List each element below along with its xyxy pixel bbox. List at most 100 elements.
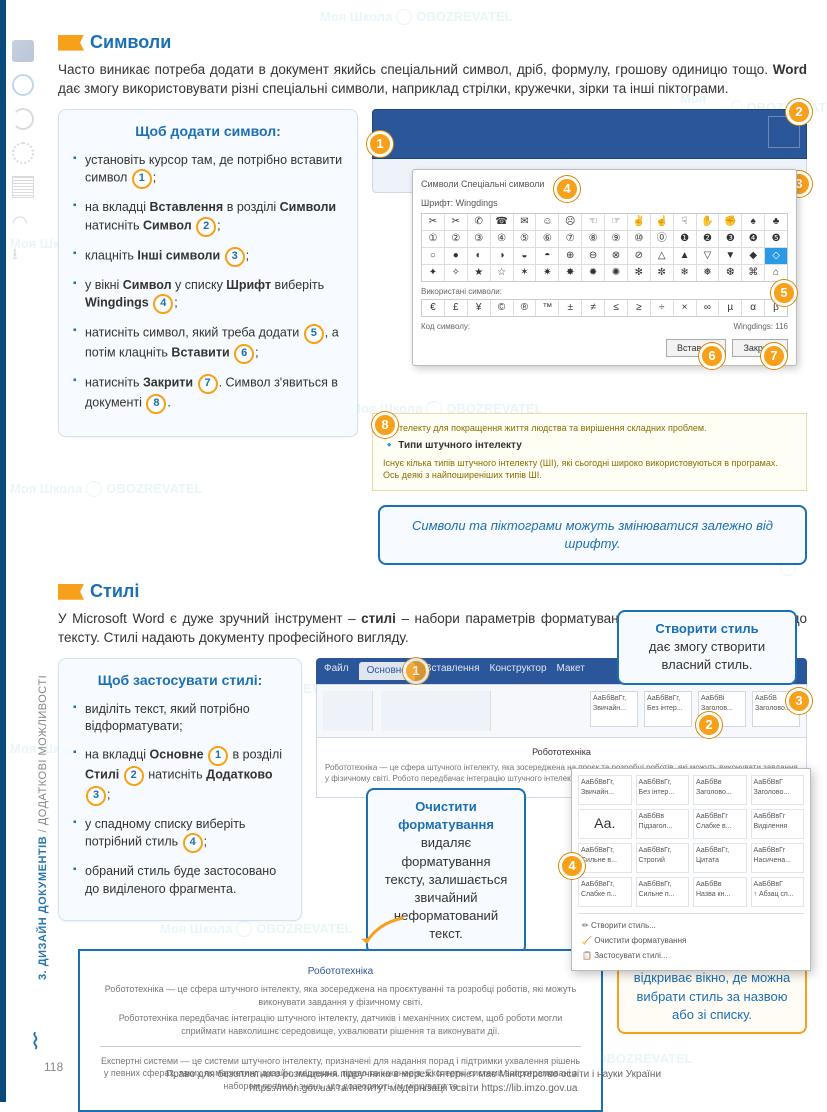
symbol-cell[interactable]: ▽ <box>697 248 719 264</box>
style-panel-thumb[interactable]: АаБбВвГгВиділення <box>751 809 805 839</box>
symbol-cell[interactable]: ❶ <box>674 231 696 247</box>
style-panel-thumb[interactable]: АаБбВвГгНасичена... <box>751 843 805 873</box>
symbol-cell[interactable]: ☺ <box>536 214 558 230</box>
style-panel-thumb[interactable]: АаБбВвГгСлабке в... <box>693 809 747 839</box>
style-panel-thumb[interactable]: АаБбВвНазва кн... <box>693 877 747 907</box>
symbol-cell[interactable]: ☆ <box>491 265 513 281</box>
style-panel-thumb[interactable]: АаБбВвГг,Без інтер... <box>636 775 690 805</box>
symbol-cell[interactable]: ⑩ <box>628 231 650 247</box>
symbol-cell[interactable]: ◒ <box>514 248 536 264</box>
symbol-cell[interactable]: ★ <box>468 265 490 281</box>
recent-symbol-cell[interactable]: ¥ <box>468 300 490 316</box>
symbol-cell[interactable]: ⊗ <box>605 248 627 264</box>
symbol-cell[interactable]: ❸ <box>719 231 741 247</box>
symbol-cell[interactable]: ✻ <box>628 265 650 281</box>
recent-symbol-cell[interactable]: ÷ <box>651 300 673 316</box>
symbol-cell[interactable]: ❹ <box>742 231 764 247</box>
symbol-cell[interactable]: ☎ <box>491 214 513 230</box>
symbol-cell[interactable]: ✂ <box>445 214 467 230</box>
symbol-cell[interactable]: ✼ <box>651 265 673 281</box>
symbol-cell[interactable]: ▲ <box>674 248 696 264</box>
symbol-cell[interactable]: ⓪ <box>651 231 673 247</box>
symbol-cell[interactable]: ◓ <box>536 248 558 264</box>
style-thumb[interactable]: АаБбВвГг, Без інтер... <box>644 691 692 727</box>
symbol-cell[interactable]: ☟ <box>674 214 696 230</box>
symbol-cell[interactable]: ⊖ <box>582 248 604 264</box>
symbol-cell[interactable]: ❆ <box>719 265 741 281</box>
clear-format-item[interactable]: 🧹 Очистити форматування <box>578 933 804 948</box>
symbol-cell[interactable]: ✶ <box>514 265 536 281</box>
style-panel-thumb[interactable]: АаБбВвГг,Слабке п... <box>578 877 632 907</box>
symbol-cell[interactable]: ⌘ <box>742 265 764 281</box>
recent-symbol-cell[interactable]: ™ <box>536 300 558 316</box>
symbol-cell[interactable]: ✆ <box>468 214 490 230</box>
recent-symbol-cell[interactable]: ≠ <box>582 300 604 316</box>
symbol-cell[interactable]: ☝ <box>651 214 673 230</box>
symbol-cell[interactable]: ▼ <box>719 248 741 264</box>
symbol-cell[interactable]: ✦ <box>422 265 444 281</box>
symbol-cell[interactable]: ✂ <box>422 214 444 230</box>
recent-symbol-cell[interactable]: £ <box>445 300 467 316</box>
symbol-cell[interactable]: △ <box>651 248 673 264</box>
symbol-cell[interactable]: ❷ <box>697 231 719 247</box>
recent-symbol-cell[interactable]: µ <box>719 300 741 316</box>
symbol-cell[interactable]: ✹ <box>582 265 604 281</box>
recent-symbol-cell[interactable]: © <box>491 300 513 316</box>
symbol-cell[interactable]: ✊ <box>719 214 741 230</box>
style-panel-thumb[interactable]: АаБбВвГг,Строгий <box>636 843 690 873</box>
symbol-cell[interactable]: ✧ <box>445 265 467 281</box>
symbol-cell[interactable]: ⊕ <box>559 248 581 264</box>
recent-symbol-cell[interactable]: × <box>674 300 696 316</box>
symbol-cell[interactable]: ④ <box>491 231 513 247</box>
style-panel-thumb[interactable]: АаБбВвГг,Сильне п... <box>636 877 690 907</box>
symbol-cell[interactable]: ◇ <box>765 248 787 264</box>
recent-symbol-cell[interactable]: ∞ <box>697 300 719 316</box>
symbol-cell[interactable]: ❺ <box>765 231 787 247</box>
symbol-cell[interactable]: ❅ <box>697 265 719 281</box>
style-thumb[interactable]: АаБбВвГг, Звичайн... <box>590 691 638 727</box>
symbol-cell[interactable]: ● <box>445 248 467 264</box>
style-panel-thumb[interactable]: АаБбВвПідзагол... <box>636 809 690 839</box>
style-panel-thumb[interactable]: АаБбВвГг,Цитата <box>693 843 747 873</box>
symbol-cell[interactable]: ③ <box>468 231 490 247</box>
symbol-cell[interactable]: ✺ <box>605 265 627 281</box>
symbol-cell[interactable]: ② <box>445 231 467 247</box>
style-panel-thumb[interactable]: АаБбВвГг,Сильне в... <box>578 843 632 873</box>
styles-gallery[interactable]: АаБбВвГг, Звичайн...АаБбВвГг, Без інтер.… <box>590 691 800 731</box>
symbol-cell[interactable]: ◑ <box>491 248 513 264</box>
recent-symbol-cell[interactable]: ≥ <box>628 300 650 316</box>
symbol-grid[interactable]: ✂✂✆☎✉☺☹☜☞✌☝☟✋✊♠♣①②③④⑤⑥⑦⑧⑨⑩⓪❶❷❸❹❺○●◐◑◒◓⊕⊖… <box>421 213 788 282</box>
symbol-cell[interactable]: ① <box>422 231 444 247</box>
symbol-cell[interactable]: ✷ <box>536 265 558 281</box>
symbol-cell[interactable]: ◆ <box>742 248 764 264</box>
style-panel-thumb[interactable]: АаБбВвГЗаголово... <box>751 775 805 805</box>
symbol-cell[interactable]: ♠ <box>742 214 764 230</box>
symbol-cell[interactable]: ☞ <box>605 214 627 230</box>
symbol-cell[interactable]: ❄ <box>674 265 696 281</box>
styles-dropdown-panel[interactable]: АаБбВвГг,Звичайн...АаБбВвГг,Без інтер...… <box>571 768 811 971</box>
symbol-cell[interactable]: ✋ <box>697 214 719 230</box>
create-style-item[interactable]: ✏ Створити стиль... <box>578 918 804 933</box>
symbol-cell[interactable]: ✉ <box>514 214 536 230</box>
recent-symbols[interactable]: €£¥©®™±≠≤≥÷×∞µαβ <box>421 299 788 317</box>
style-panel-thumb[interactable]: АаБбВвЗаголово... <box>693 775 747 805</box>
symbol-cell[interactable]: ⑥ <box>536 231 558 247</box>
symbol-cell[interactable]: ⑦ <box>559 231 581 247</box>
recent-symbol-cell[interactable]: ® <box>514 300 536 316</box>
recent-symbol-cell[interactable]: € <box>422 300 444 316</box>
style-panel-thumb[interactable]: АаБбВвГ↑ Абзац сп... <box>751 877 805 907</box>
symbol-cell[interactable]: ⑧ <box>582 231 604 247</box>
apply-styles-item[interactable]: 📋 Застосувати стилі... <box>578 948 804 963</box>
style-panel-thumb[interactable]: АаБбВвГг,Звичайн... <box>578 775 632 805</box>
symbol-cell[interactable]: ◐ <box>468 248 490 264</box>
symbol-cell[interactable]: ✸ <box>559 265 581 281</box>
symbol-cell[interactable]: ⌂ <box>765 265 787 281</box>
symbol-cell[interactable]: ⑤ <box>514 231 536 247</box>
symbol-cell[interactable]: ☜ <box>582 214 604 230</box>
recent-symbol-cell[interactable]: ≤ <box>605 300 627 316</box>
recent-symbol-cell[interactable]: ± <box>559 300 581 316</box>
symbol-cell[interactable]: ○ <box>422 248 444 264</box>
symbol-cell[interactable]: ⊘ <box>628 248 650 264</box>
style-panel-thumb[interactable]: Аа. <box>578 809 632 839</box>
symbol-cell[interactable]: ☹ <box>559 214 581 230</box>
